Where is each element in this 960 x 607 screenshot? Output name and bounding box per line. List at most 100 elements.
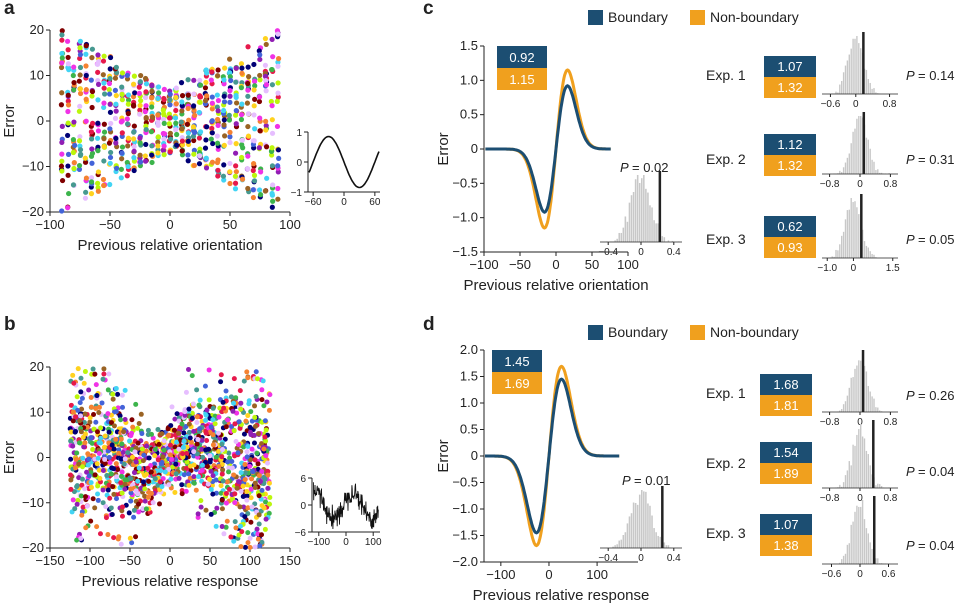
scatter-point (143, 116, 149, 122)
scatter-point (185, 138, 191, 144)
scatter-point (77, 45, 83, 51)
histogram-bar (875, 92, 877, 94)
scatter-point (113, 436, 119, 442)
scatter-point (245, 505, 251, 511)
x-tick-label: 0 (166, 217, 173, 232)
scatter-point (233, 525, 239, 531)
histogram-tick-label: 1.5 (886, 263, 900, 274)
histogram-bar (856, 365, 858, 412)
scatter-point (236, 532, 242, 538)
histogram-bar (643, 175, 645, 242)
scatter-point (251, 172, 258, 178)
scatter-point (227, 74, 233, 80)
scatter-point (173, 101, 179, 107)
non-boundary-value-box (764, 237, 816, 258)
scatter-point (77, 38, 84, 44)
scatter-point (157, 501, 163, 507)
histogram-bar (841, 486, 843, 488)
scatter-point (101, 104, 107, 111)
histogram-tick-label: −0.8 (820, 417, 840, 428)
histogram-bar (636, 504, 639, 548)
scatter-point (80, 504, 86, 510)
histogram-bar (856, 207, 858, 258)
scatter-point (138, 411, 144, 417)
scatter-point (267, 392, 273, 398)
scatter-point (215, 157, 221, 163)
x-tick-label: 50 (585, 257, 599, 272)
scatter-point (145, 465, 151, 471)
scatter-point (112, 87, 118, 93)
scatter-point (248, 495, 254, 501)
scatter-point (107, 126, 113, 132)
scatter-point (83, 63, 89, 69)
y-axis-label: Error (435, 439, 452, 472)
scatter-point (192, 112, 198, 119)
scatter-point (74, 484, 80, 490)
scatter-point (113, 461, 119, 467)
scatter-point (122, 456, 128, 462)
scatter-point (233, 163, 239, 169)
histogram-bar (852, 202, 854, 258)
histogram-bar (837, 250, 839, 258)
scatter-point (88, 518, 94, 524)
scatter-point (120, 504, 126, 510)
scatter-point (231, 472, 237, 478)
scatter-point (160, 107, 166, 113)
scatter-point (180, 142, 186, 148)
x-tick-label: 60 (369, 197, 381, 208)
scatter-point (275, 169, 281, 175)
scatter-point (270, 182, 276, 188)
scatter-point (174, 411, 180, 417)
scatter-point (128, 433, 134, 439)
histogram-bar (844, 65, 847, 94)
x-axis-label: Previous relative response (82, 573, 259, 590)
histogram-bar (867, 139, 869, 174)
y-tick-label: 20 (30, 359, 44, 374)
scatter-point (83, 118, 89, 124)
scatter-point (184, 121, 190, 127)
scatter-point (76, 162, 83, 169)
histogram-bar (852, 444, 854, 488)
scatter-point (95, 455, 101, 461)
scatter-point (84, 503, 90, 509)
experiment-label: Exp. 1 (706, 385, 746, 401)
histogram-bar (861, 436, 864, 488)
scatter-point (174, 142, 180, 148)
scatter-point (221, 405, 227, 411)
scatter-point (128, 490, 134, 496)
scatter-point (107, 495, 113, 501)
scatter-point (252, 423, 258, 429)
scatter-point (118, 166, 124, 172)
scatter-point (107, 160, 113, 166)
scatter-point (76, 461, 82, 467)
histogram-tick-label: −1.0 (817, 263, 837, 274)
histogram-bar (653, 220, 655, 242)
scatter-point (210, 140, 216, 147)
scatter-point (107, 101, 113, 107)
y-tick-label: 0.5 (460, 422, 478, 437)
histogram-bar (667, 240, 670, 242)
scatter-point (197, 397, 203, 403)
scatter-point (203, 507, 209, 513)
scatter-point (77, 418, 83, 424)
scatter-point (180, 454, 186, 460)
histogram-bar (869, 391, 871, 412)
scatter-point (248, 519, 254, 525)
histogram-bar (875, 407, 877, 412)
scatter-point (146, 455, 152, 461)
histogram-bar (641, 178, 643, 242)
scatter-point (119, 70, 126, 76)
scatter-point (180, 451, 186, 457)
scatter-point (127, 438, 133, 444)
histogram-bar (850, 48, 852, 94)
x-tick-label: −150 (35, 553, 64, 568)
scatter-point (106, 87, 112, 93)
scatter-point (266, 480, 272, 486)
scatter-point (215, 97, 222, 104)
scatter-point (269, 190, 275, 197)
scatter-point (124, 121, 131, 127)
histogram-bar (663, 237, 666, 242)
x-tick-label: 100 (586, 567, 608, 582)
scatter-point (173, 85, 179, 91)
scatter-point (260, 378, 266, 384)
